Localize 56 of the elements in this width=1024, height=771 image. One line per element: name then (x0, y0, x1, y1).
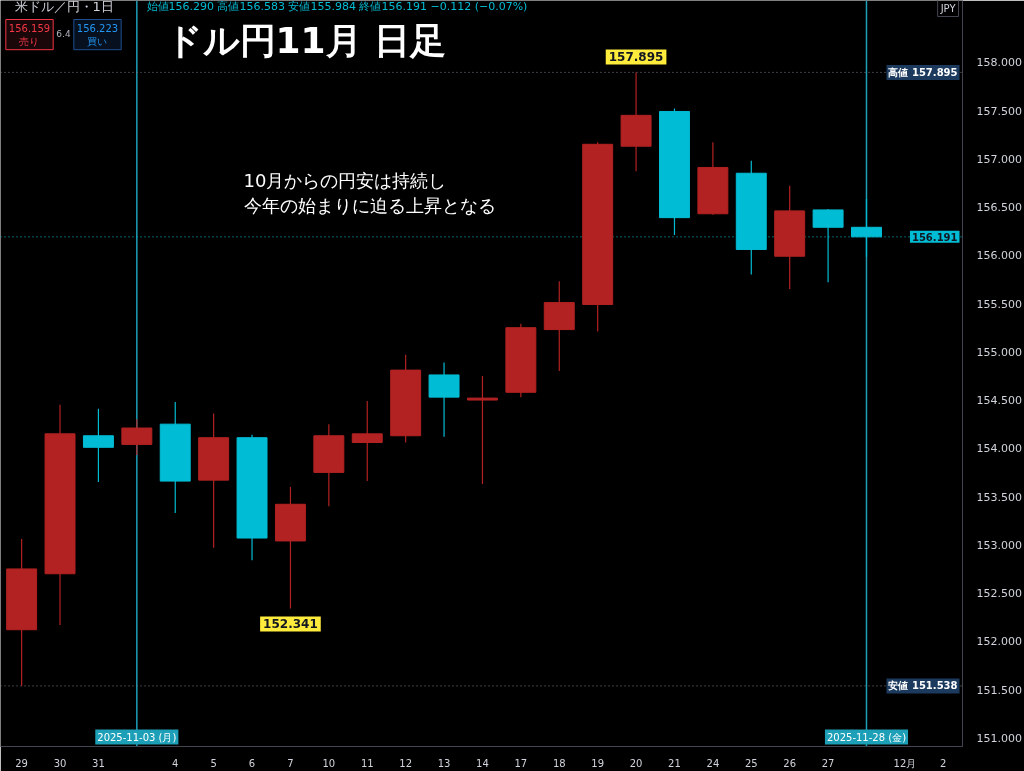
y-tick-label: 151.500 (976, 683, 1022, 697)
y-tick-label: 152.500 (976, 587, 1022, 601)
annotation: 始値156.290 高値156.583 安値155.984 終値156.191 −0.112 (−0.07%) (146, 0, 528, 13)
y-tick-label: 151.000 (976, 731, 1022, 745)
candlestick (351, 400, 383, 482)
x-tick-label: 12月 (893, 757, 917, 769)
annotation: JPY (939, 2, 957, 14)
x-tick-label: 30 (53, 757, 67, 769)
y-tick-label: 153.500 (976, 490, 1022, 504)
x-tick-label: 24 (706, 757, 720, 769)
annotation: 152.341 (263, 617, 318, 632)
ref-line-label: 高値 157.895 (888, 66, 958, 78)
annotation: 156.159 売り (8, 22, 51, 47)
x-tick-label: 26 (783, 757, 797, 769)
annotation: 156.223 買い (76, 22, 119, 47)
annotation: 6.4 (56, 28, 71, 39)
text: ドル円11月 日足 (165, 19, 447, 61)
x-tick-label: 31 (92, 757, 105, 769)
x-tick-label: 2025-11-03 (月) (97, 731, 177, 743)
x-tick-label: 21 (668, 757, 681, 769)
x-tick-label: 27 (821, 757, 835, 769)
x-tick-label: 6 (248, 757, 256, 769)
x-tick-label: 18 (552, 757, 566, 769)
chart-subtitle: 米ドル／円・1日 (14, 0, 114, 14)
x-tick-label: 29 (15, 757, 28, 769)
x-tick-label: 19 (591, 757, 605, 769)
x-tick-label: 20 (629, 757, 643, 769)
y-tick-label: 155.000 (976, 345, 1022, 359)
x-tick-label: 2 (940, 757, 947, 769)
annotation: 10月からの円安は持続し (243, 169, 447, 191)
x-tick-label: 7 (287, 757, 294, 769)
y-tick-label: 156.000 (976, 249, 1022, 263)
x-tick-label: 4 (172, 757, 179, 769)
y-tick-label: 157.000 (976, 152, 1022, 166)
annotation: 157.895 (608, 50, 664, 65)
y-tick-label: 152.000 (976, 635, 1022, 649)
ref-line-label: 156.191 (911, 231, 958, 243)
x-tick-label: 10 (322, 757, 336, 769)
y-tick-label: 154.500 (976, 394, 1022, 408)
y-tick-label: 153.000 (976, 538, 1022, 552)
y-tick-label: 158.000 (976, 56, 1022, 70)
x-tick-label: 13 (437, 757, 451, 769)
x-tick-label: 2025-11-28 (金) (826, 731, 907, 743)
x-tick-label: 14 (476, 757, 489, 769)
y-tick-label: 155.500 (976, 297, 1022, 311)
x-tick-label: 5 (210, 757, 217, 769)
x-tick-label: 12 (399, 757, 413, 769)
x-tick-label: 11 (360, 757, 374, 769)
annotation: 今年の始まりに迫る上昇となる (243, 194, 496, 216)
ref-line-label: 安値 151.538 (888, 680, 958, 692)
y-tick-label: 157.500 (976, 104, 1022, 118)
y-tick-label: 154.000 (976, 442, 1022, 456)
x-tick-label: 25 (744, 757, 758, 769)
x-tick-label: 17 (514, 757, 528, 769)
candlestick (466, 375, 498, 485)
y-tick-label: 156.500 (976, 201, 1022, 215)
